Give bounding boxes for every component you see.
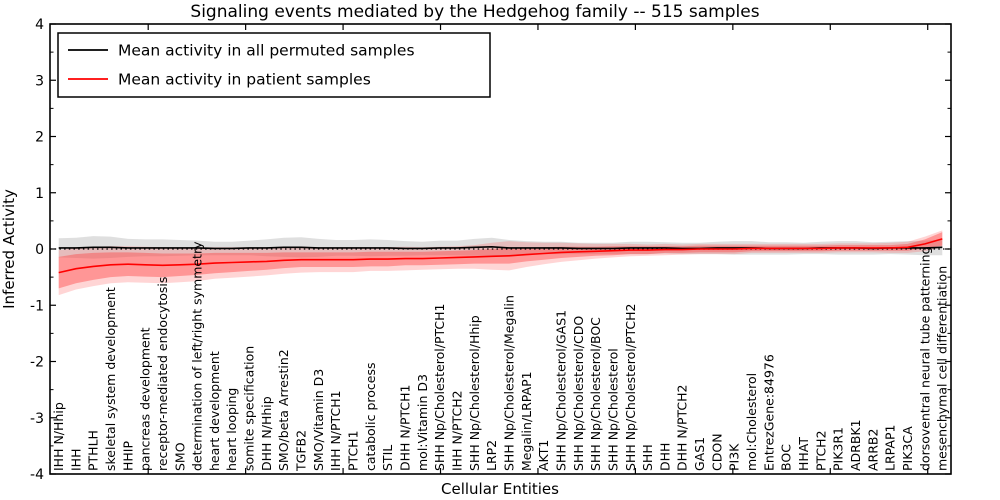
- y-tick-value: 1: [35, 186, 44, 202]
- patient-band-outer: [58, 230, 943, 296]
- x-tick-label: IHH N/PTCH2: [450, 390, 465, 471]
- x-tick-label: receptor-mediated endocytosis: [155, 277, 170, 471]
- x-tick-label: DHH N/Hhip: [259, 396, 274, 471]
- x-tick-label: SHH: [640, 444, 655, 471]
- y-tick-value: 0: [35, 242, 44, 258]
- x-tick-label: mesenchymal cell differentiation: [935, 266, 950, 471]
- y-axis-label: Inferred Activity: [0, 189, 18, 309]
- x-tick-label: STIL: [380, 445, 395, 471]
- x-tick-label: mol:Cholesterol: [744, 373, 759, 471]
- y-tick-value: -1: [30, 298, 44, 314]
- x-tick-label: SHH Np/Cholesterol/PTCH1: [432, 304, 447, 472]
- x-tick-label: PIK3CA: [900, 426, 915, 471]
- y-tick-value: 2: [35, 130, 44, 146]
- x-tick-label: SHH Np/Cholesterol/BOC: [588, 317, 603, 471]
- legend: Mean activity in all permuted samples Me…: [57, 32, 491, 98]
- x-tick-label: GAS1: [692, 437, 707, 471]
- x-tick-label: PTHLH: [86, 430, 101, 471]
- x-tick-label: SHH Np/Cholesterol: [605, 348, 620, 471]
- y-tick-value: -3: [30, 411, 44, 427]
- x-tick-label: somite specification: [242, 346, 257, 471]
- x-tick-label: Megalin/LRPAP1: [519, 371, 534, 471]
- x-tick-label: LRPAP1: [883, 425, 898, 471]
- x-tick-label: skeletal system development: [103, 287, 118, 471]
- patient-mean-line: [58, 238, 943, 274]
- x-tick-label: PTCH1: [346, 430, 361, 471]
- x-tick-label: HHIP: [120, 441, 135, 471]
- y-tick-value: 3: [35, 73, 44, 89]
- x-tick-label: DHH N/PTCH2: [675, 385, 690, 471]
- x-category-labels: IHH N/Hhip IHH PTHLH skeletal system develo…: [51, 241, 950, 472]
- x-tick-label: catabolic process: [363, 362, 378, 471]
- x-tick-label: heart development: [207, 351, 222, 471]
- x-tick-label: CDON: [709, 433, 724, 471]
- legend-box: [57, 32, 491, 98]
- y-tick-value: 4: [35, 17, 44, 33]
- x-tick-label: TGFB2: [294, 430, 309, 472]
- x-tick-label: HHAT: [796, 437, 811, 471]
- x-tick-label: PTCH2: [813, 430, 828, 471]
- x-tick-label: PI3K: [727, 443, 742, 471]
- x-tick-label: IHH N/Hhip: [51, 402, 66, 471]
- y-tick-labels: -4 -3 -2 -1 0 1 2 3 4: [30, 17, 44, 483]
- legend-label-patient: Mean activity in patient samples: [118, 71, 371, 89]
- axis-ticks: [50, 23, 951, 475]
- legend-label-permuted: Mean activity in all permuted samples: [118, 42, 415, 60]
- mean-lines: [50, 238, 951, 274]
- x-tick-label: EntrezGene:84976: [761, 354, 776, 471]
- x-tick-label: mol:Vitamin D3: [415, 374, 430, 471]
- chart-title: Signaling events mediated by the Hedgeho…: [190, 2, 759, 22]
- y-tick-value: -2: [30, 355, 44, 371]
- x-tick-label: SMO/beta Arrestin2: [276, 349, 291, 471]
- x-tick-label: IHH: [68, 449, 83, 472]
- x-tick-label: pancreas development: [138, 327, 153, 471]
- x-tick-label: SHH Np/Cholesterol/PTCH2: [623, 304, 638, 472]
- x-tick-label: SMO: [172, 442, 187, 471]
- x-tick-label: SMO/Vitamin D3: [311, 369, 326, 471]
- x-tick-label: IHH N/PTCH1: [328, 390, 343, 471]
- x-tick-label: determination of left/right symmetry: [190, 241, 205, 471]
- x-tick-label: SHH Np/Cholesterol/Hhip: [467, 315, 482, 471]
- x-tick-label: LRP2: [484, 440, 499, 471]
- x-tick-label: PIK3R1: [831, 427, 846, 471]
- x-tick-label: BOC: [779, 444, 794, 471]
- x-tick-label: SHH Np/Cholesterol/GAS1: [553, 310, 568, 471]
- x-axis-label: Cellular Entities: [441, 480, 559, 498]
- x-tick-label: DHH N/PTCH1: [398, 385, 413, 471]
- x-tick-label: SHH Np/Cholesterol/CDO: [571, 316, 586, 471]
- x-tick-label: ARRB2: [865, 429, 880, 471]
- patient-band: [58, 232, 943, 289]
- x-tick-label: AKT1: [536, 440, 551, 471]
- x-tick-label: SHH Np/Cholesterol/Megalin: [502, 295, 517, 471]
- y-tick-value: -4: [30, 467, 44, 483]
- x-tick-label: heart looping: [224, 388, 239, 471]
- x-tick-label: ADRBK1: [848, 419, 863, 471]
- x-tick-label: DHH: [657, 443, 672, 471]
- x-tick-label: dorsoventral neural tube patterning: [917, 247, 932, 472]
